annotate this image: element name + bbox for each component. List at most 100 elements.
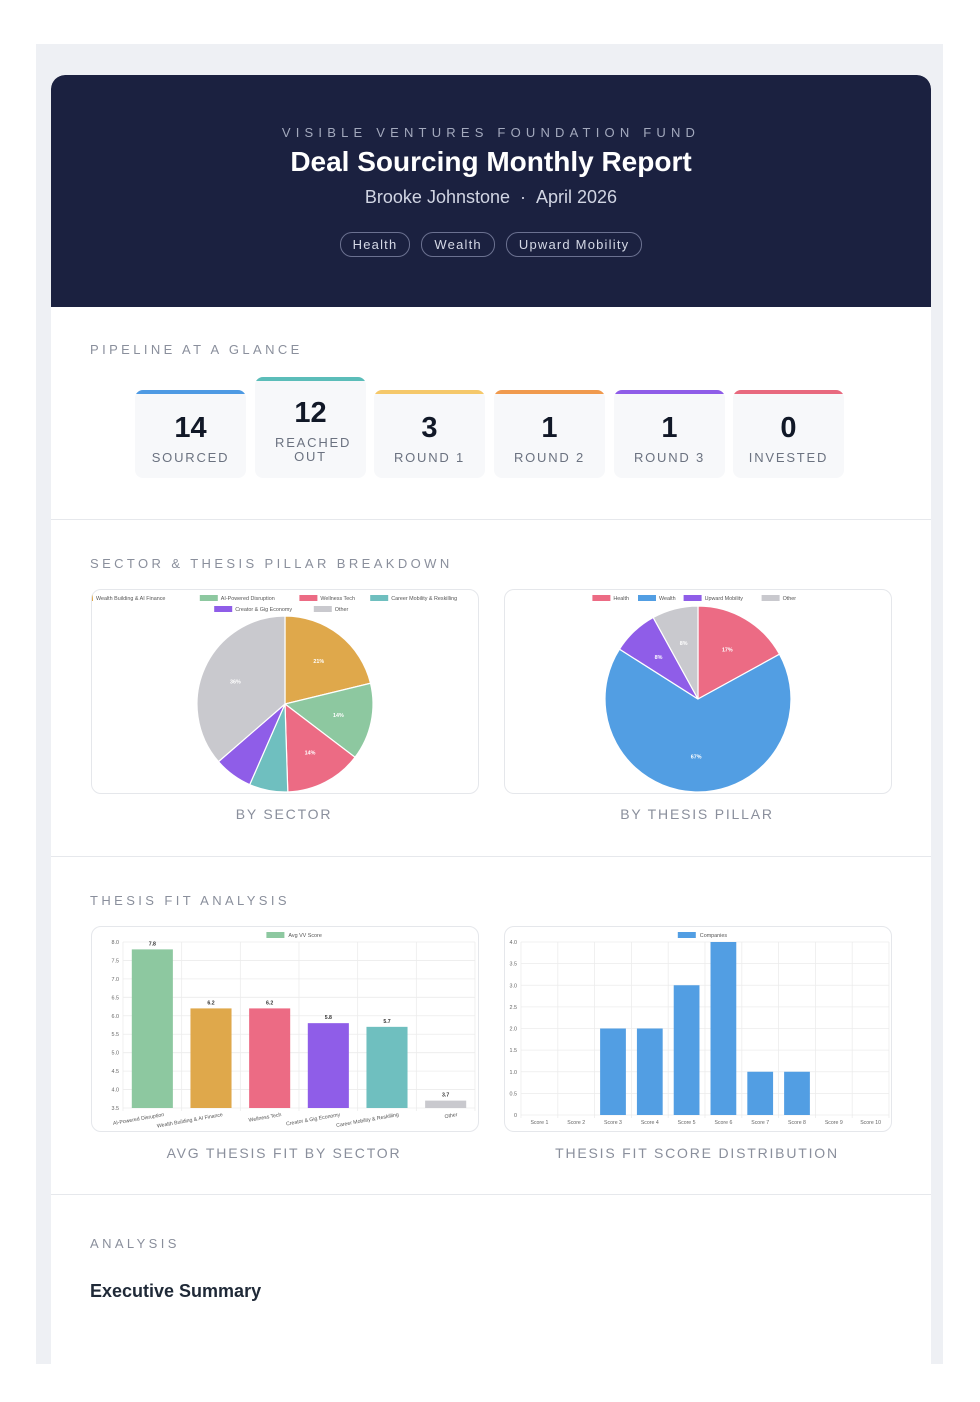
bar [131, 949, 173, 1108]
legend-label: Other [335, 607, 349, 613]
kpi-label: INVESTED [748, 450, 829, 465]
y-tick-label: 7.5 [112, 958, 120, 964]
x-tick-label: Wealth Building & AI Finance [157, 1112, 224, 1130]
pie-slice [284, 615, 372, 705]
x-tick-label: Score 4 [641, 1120, 659, 1126]
tag-health: Health [339, 232, 411, 257]
kpi-accent [135, 390, 246, 394]
sector-chart-caption: BY SECTOR [235, 806, 333, 822]
kpi-reached-out: 12 REACHED OUT [255, 377, 366, 478]
kpi-invested: 0 INVESTED [733, 390, 844, 478]
legend-label: Upward Mobility [705, 596, 744, 602]
legend-label: AI-Powered Disruption [221, 596, 275, 602]
x-tick-label: Score 2 [567, 1120, 585, 1126]
bar [249, 1008, 291, 1108]
pipeline-section-title: PIPELINE AT A GLANCE [90, 342, 303, 357]
kpi-accent [733, 390, 844, 394]
y-tick-label: 1.0 [510, 1070, 518, 1076]
report-title: Deal Sourcing Monthly Report [290, 146, 692, 177]
x-tick-label: Score 9 [825, 1120, 843, 1126]
bar [710, 942, 737, 1115]
bar-value-label: 5.7 [383, 1019, 390, 1025]
kpi-sourced: 14 SOURCED [135, 390, 246, 478]
legend-swatch [370, 595, 389, 601]
legend-swatch [266, 932, 285, 938]
y-tick-label: 0.5 [510, 1091, 518, 1097]
y-tick-label: 2.5 [510, 1005, 518, 1011]
legend-swatch [214, 606, 233, 612]
score-dist-bar-chart: Companies 4.0 3.5 3.0 2.5 2.0 1.5 1.0 0.5 0 Score … [510, 932, 890, 1126]
x-tick-label: Score 3 [604, 1120, 622, 1126]
kpi-value: 0 [780, 412, 797, 444]
pie-slice [652, 605, 699, 700]
bar [636, 1028, 663, 1115]
y-tick-label: 4.5 [112, 1069, 120, 1075]
y-tick-label: 3.5 [510, 962, 518, 968]
y-tick-label: 0 [514, 1113, 517, 1119]
x-tick-label: Wellness Tech [248, 1112, 282, 1124]
y-tick-label: 7.0 [112, 977, 120, 983]
pie-slice [604, 648, 792, 793]
y-tick-label: 5.0 [112, 1051, 120, 1057]
legend-label: Health [613, 596, 629, 602]
kpi-label: ROUND 2 [513, 450, 586, 465]
subtitle-separator: · [520, 187, 527, 207]
legend-label: Companies [700, 933, 728, 939]
legend-label: Avg VV Score [288, 933, 321, 939]
y-tick-label: 2.0 [510, 1027, 518, 1033]
breakdown-section-title: SECTOR & THESIS PILLAR BREAKDOWN [90, 556, 453, 571]
fund-name: VISIBLE VENTURES FOUNDATION FUND [281, 125, 701, 140]
report-header: VISIBLE VENTURES FOUNDATION FUND Deal So… [51, 75, 931, 307]
slice-label: 67% [691, 755, 702, 761]
tag-wealth: Wealth [421, 232, 495, 257]
pie-slice [283, 682, 374, 759]
kpi-label: ROUND 3 [633, 450, 706, 465]
author-name: Brooke Johnstone [364, 187, 511, 207]
thesis-section-title: THESIS FIT ANALYSIS [90, 893, 290, 908]
x-tick-label: Career Mobility & Reskilling [336, 1112, 400, 1129]
y-tick-label: 3.5 [112, 1106, 120, 1112]
avg-fit-chart-card: Avg VV Score 8.0 7.5 7.0 6.5 6.0 5.5 5.0 4.5 4.0 3… [91, 926, 479, 1132]
y-tick-label: 4.0 [112, 1088, 120, 1094]
legend-label: Creator & Gig Economy [235, 607, 292, 613]
x-tick-label: Score 5 [678, 1120, 696, 1126]
legend-label: Other [783, 596, 797, 602]
kpi-label: REACHED OUT [275, 435, 352, 464]
report-period: April 2026 [536, 187, 618, 207]
x-tick-label: Creator & Gig Economy [286, 1112, 341, 1127]
kpi-accent [374, 390, 485, 394]
pie-slice [697, 605, 781, 701]
slice-label: 8% [680, 641, 688, 647]
bar [190, 1008, 232, 1108]
slice-label: 36% [230, 679, 241, 685]
bar [307, 1023, 349, 1108]
kpi-label: SOURCED [151, 450, 230, 465]
legend-label: Wealth [659, 596, 676, 602]
x-tick-label: Score 7 [751, 1120, 769, 1126]
x-tick-label: Score 10 [860, 1120, 881, 1126]
legend-label: Wealth Building & AI Finance [96, 596, 165, 602]
y-tick-label: 5.5 [112, 1032, 120, 1038]
y-tick-label: 8.0 [112, 940, 120, 946]
legend-swatch [683, 595, 702, 601]
pillar-tags: Health Wealth Upward Mobility [51, 232, 931, 257]
section-divider [51, 519, 931, 520]
y-tick-label: 3.0 [510, 983, 518, 989]
bar-value-label: 5.8 [325, 1015, 332, 1021]
kpi-value: 14 [174, 412, 207, 444]
bar-value-label: 6.2 [266, 1000, 273, 1006]
bar [366, 1026, 408, 1108]
report-subtitle: Brooke Johnstone · April 2026 [51, 187, 931, 208]
legend-swatch [313, 606, 332, 612]
kpi-round-2: 1 ROUND 2 [494, 390, 605, 478]
y-tick-label: 6.0 [112, 1014, 120, 1020]
legend-label: Career Mobility & Reskilling [391, 596, 457, 602]
bar [784, 1071, 810, 1115]
sector-pie-chart: Wealth Building & AI Finance AI-Powered D… [92, 595, 457, 793]
x-tick-label: Score 6 [714, 1120, 732, 1126]
slice-label: 14% [305, 750, 316, 756]
legend-swatch [638, 595, 656, 601]
kpi-accent [255, 377, 366, 381]
bar [673, 985, 700, 1115]
score-dist-chart-caption: THESIS FIT SCORE DISTRIBUTION [555, 1145, 839, 1161]
